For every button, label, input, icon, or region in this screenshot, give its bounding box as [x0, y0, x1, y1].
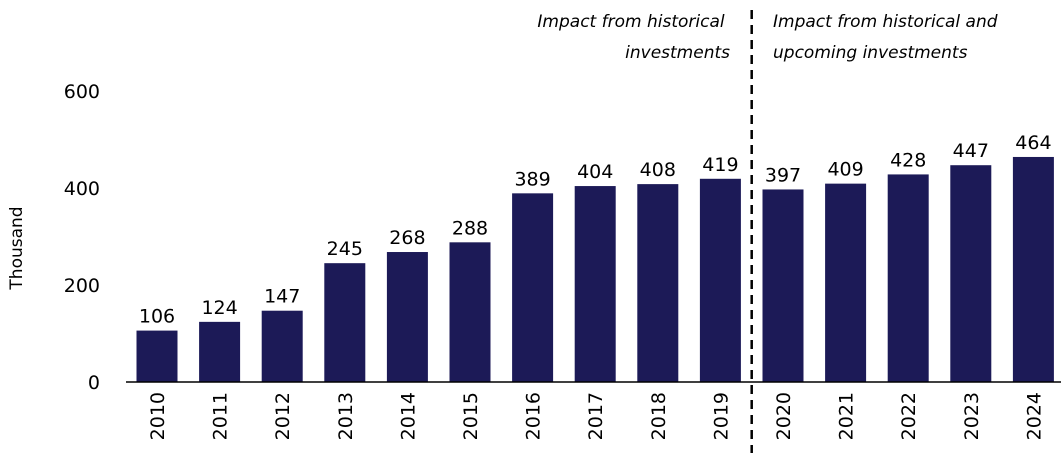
data-label: 447: [953, 140, 989, 162]
bar: [261, 310, 303, 382]
x-tick-label: 2010: [147, 392, 169, 440]
data-label: 245: [327, 238, 363, 260]
bars-group: [136, 156, 1054, 382]
data-label: 408: [640, 159, 676, 181]
bar: [199, 321, 241, 382]
data-label: 404: [577, 161, 613, 183]
x-tick-label: 2014: [397, 392, 419, 440]
x-tick-label: 2012: [272, 392, 294, 440]
bar: [136, 330, 178, 382]
annotation-right: Impact from historical and upcoming inve…: [773, 12, 1003, 63]
bar: [512, 193, 554, 382]
bar: [699, 178, 741, 382]
annotation-left-line-1: Impact from historical: [537, 12, 724, 32]
x-tick-label: 2019: [710, 392, 732, 440]
x-tick-label: 2021: [836, 392, 858, 440]
y-tick-label: 400: [64, 178, 100, 200]
annotation-right-line-2: upcoming investments: [773, 43, 968, 63]
data-label: 428: [890, 149, 926, 171]
x-tick-label: 2018: [648, 392, 670, 440]
data-label: 389: [514, 168, 550, 190]
bar: [574, 186, 616, 382]
bar: [950, 165, 992, 382]
bar: [449, 242, 491, 382]
annotation-left: Impact from historical investments: [537, 12, 730, 63]
data-label: 268: [389, 227, 425, 249]
x-tick-label: 2016: [523, 392, 545, 440]
x-axis: 2010 2011 2012 2013 2014 2015 2016 2017 2018 2019…: [147, 392, 1045, 440]
annotation-left-line-2: investments: [625, 43, 730, 63]
x-tick-label: 2015: [460, 392, 482, 440]
x-tick-label: 2020: [773, 392, 795, 440]
data-label: 419: [702, 154, 738, 176]
bar: [324, 263, 366, 382]
y-axis-title: Thousand: [7, 206, 27, 290]
x-tick-label: 2013: [335, 392, 357, 440]
data-label: 288: [452, 217, 488, 239]
x-tick-label: 2024: [1023, 392, 1045, 440]
x-tick-label: 2017: [585, 392, 607, 440]
bar: [762, 189, 804, 382]
x-tick-label: 2011: [210, 392, 232, 440]
y-tick-label: 200: [64, 275, 100, 297]
data-label: 147: [264, 286, 300, 308]
data-label: 124: [201, 297, 237, 319]
x-tick-label: 2023: [961, 392, 983, 440]
bar: [1012, 156, 1054, 382]
y-tick-label: 600: [64, 81, 100, 103]
data-labels-group: 106 124 147 245 268 288 389 404 408 419 397 409 428 4…: [139, 132, 1052, 328]
data-label: 106: [139, 306, 175, 328]
annotation-right-line-1: Impact from historical and: [773, 12, 998, 32]
bar: [887, 174, 929, 382]
data-label: 464: [1015, 132, 1051, 154]
y-axis: 0 200 400 600: [64, 81, 100, 394]
y-tick-label: 0: [88, 372, 100, 394]
bar: [825, 183, 867, 382]
bar: [637, 184, 679, 382]
data-label: 409: [827, 159, 863, 181]
bar: [386, 252, 428, 382]
x-tick-label: 2022: [898, 392, 920, 440]
data-label: 397: [765, 164, 801, 186]
